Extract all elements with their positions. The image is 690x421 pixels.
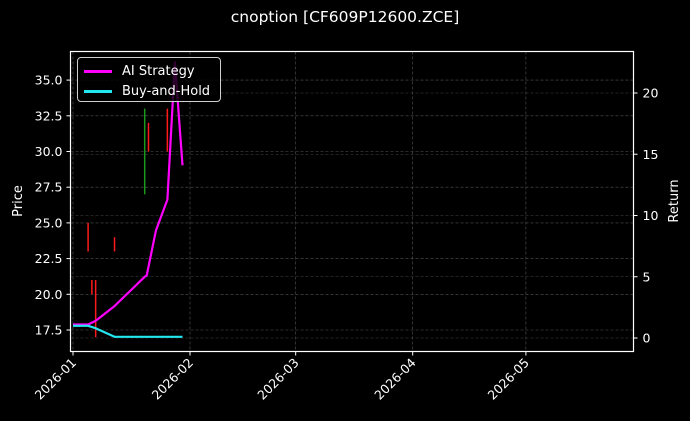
left-y-axis-label: Price	[11, 185, 26, 217]
legend-label: AI Strategy	[122, 63, 195, 79]
left-y-axis: 17.5 20.0 22.5 25.0 27.5 30.0 32.5 35.0	[35, 73, 71, 338]
y-tick-label: 17.5	[35, 323, 63, 338]
legend-item-ai-strategy: AI Strategy	[84, 62, 195, 80]
legend: AI Strategy Buy-and-Hold	[77, 57, 221, 102]
y2-tick-label: 15	[643, 147, 659, 162]
y2-tick-label: 20	[643, 86, 659, 101]
y-tick-label: 22.5	[35, 251, 63, 266]
x-tick-label: 2026-01	[32, 355, 80, 403]
x-tick-label: 2026-05	[484, 355, 532, 403]
series-line	[73, 61, 184, 326]
y2-tick-label: 0	[643, 331, 651, 346]
right-y-axis-label: Return	[667, 179, 682, 222]
legend-swatch-ai-strategy	[84, 69, 112, 73]
gridlines	[70, 51, 634, 352]
chart-title: cnoption [CF609P12600.ZCE]	[230, 8, 460, 26]
y-tick-label: 30.0	[35, 144, 63, 159]
x-tick-label: 2026-03	[254, 355, 302, 403]
y-tick-label: 27.5	[35, 180, 63, 195]
legend-item-buy-and-hold: Buy-and-Hold	[84, 82, 210, 100]
y-tick-label: 25.0	[35, 215, 63, 230]
right-y-axis: 0 5 10 15 20	[633, 86, 659, 346]
legend-swatch-buy-and-hold	[84, 89, 112, 93]
series-line	[73, 324, 183, 338]
axes-frame	[69, 50, 635, 353]
legend-label: Buy-and-Hold	[122, 83, 211, 99]
y2-tick-label: 10	[643, 208, 659, 223]
x-axis: 2026-01 2026-02 2026-03 2026-04 2026-05	[32, 351, 532, 403]
y-tick-label: 20.0	[35, 287, 63, 302]
x-tick-label: 2026-02	[149, 355, 197, 403]
x-tick-label: 2026-04	[371, 355, 419, 403]
y2-tick-label: 5	[643, 269, 651, 284]
y-tick-label: 35.0	[35, 73, 63, 88]
y-tick-label: 32.5	[35, 108, 63, 123]
return-lines	[73, 61, 184, 338]
